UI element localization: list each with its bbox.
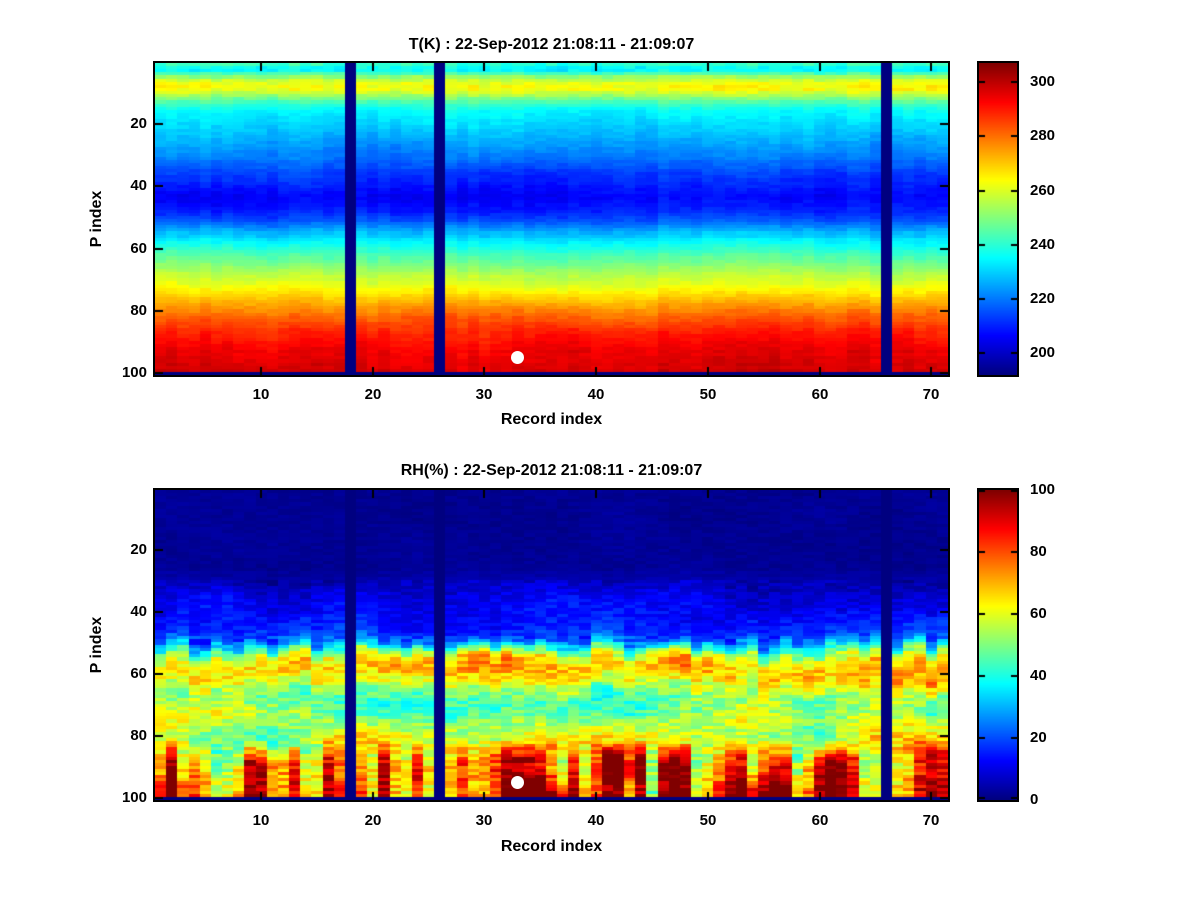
x-tick-label-70: 70 [922,812,940,829]
y-tick-label-80: 80 [130,302,147,319]
colorbar-tick-label-0: 0 [1030,791,1039,808]
colorbar-tick-label-260: 260 [1030,182,1056,199]
y-tick-label-60: 60 [130,665,147,682]
temperature-xaxis-label: Record index [500,411,603,428]
humidity-heatmap-frame [153,488,950,802]
colorbar-tick-label-220: 220 [1030,290,1056,307]
colorbar-tick-label-60: 60 [1030,605,1047,622]
x-tick-label-30: 30 [475,386,493,403]
y-tick-label-100: 100 [121,364,147,381]
x-tick-label-40: 40 [587,386,605,403]
temperature-heatmap-frame [153,61,950,377]
humidity-xaxis-label: Record index [500,838,603,855]
x-tick-label-30: 30 [475,812,493,829]
humidity-colorbar-canvas [979,490,1017,800]
y-tick-label-20: 20 [130,115,147,132]
x-tick-label-50: 50 [699,386,717,403]
x-tick-label-10: 10 [252,812,270,829]
colorbar-tick-label-40: 40 [1030,667,1047,684]
x-tick-label-60: 60 [811,812,829,829]
temperature-yaxis-label: P index [88,190,105,248]
humidity-plot-title: RH(%) : 22-Sep-2012 21:08:11 - 21:09:07 [400,462,703,479]
y-tick-label-80: 80 [130,727,147,744]
highlight-marker-dot [511,351,524,364]
colorbar-tick-label-80: 80 [1030,543,1047,560]
x-tick-label-50: 50 [699,812,717,829]
colorbar-tick-label-20: 20 [1030,729,1047,746]
humidity-heatmap-canvas [155,490,948,800]
colorbar-tick-label-200: 200 [1030,344,1056,361]
x-tick-label-10: 10 [252,386,270,403]
temperature-heatmap-canvas [155,63,948,375]
humidity-colorbar-frame [977,488,1019,802]
y-tick-label-20: 20 [130,541,147,558]
temperature-plot-title: T(K) : 22-Sep-2012 21:08:11 - 21:09:07 [408,36,695,53]
y-tick-label-60: 60 [130,240,147,257]
colorbar-tick-label-240: 240 [1030,236,1056,253]
x-tick-label-20: 20 [364,812,382,829]
y-tick-label-100: 100 [121,789,147,806]
highlight-marker-dot [511,776,524,789]
x-tick-label-40: 40 [587,812,605,829]
colorbar-tick-label-100: 100 [1030,481,1056,498]
x-tick-label-60: 60 [811,386,829,403]
temperature-colorbar-frame [977,61,1019,377]
x-tick-label-20: 20 [364,386,382,403]
x-tick-label-70: 70 [922,386,940,403]
y-tick-label-40: 40 [130,603,147,620]
colorbar-tick-label-280: 280 [1030,127,1056,144]
colorbar-tick-label-300: 300 [1030,73,1056,90]
y-tick-label-40: 40 [130,177,147,194]
temperature-colorbar-canvas [979,63,1017,375]
